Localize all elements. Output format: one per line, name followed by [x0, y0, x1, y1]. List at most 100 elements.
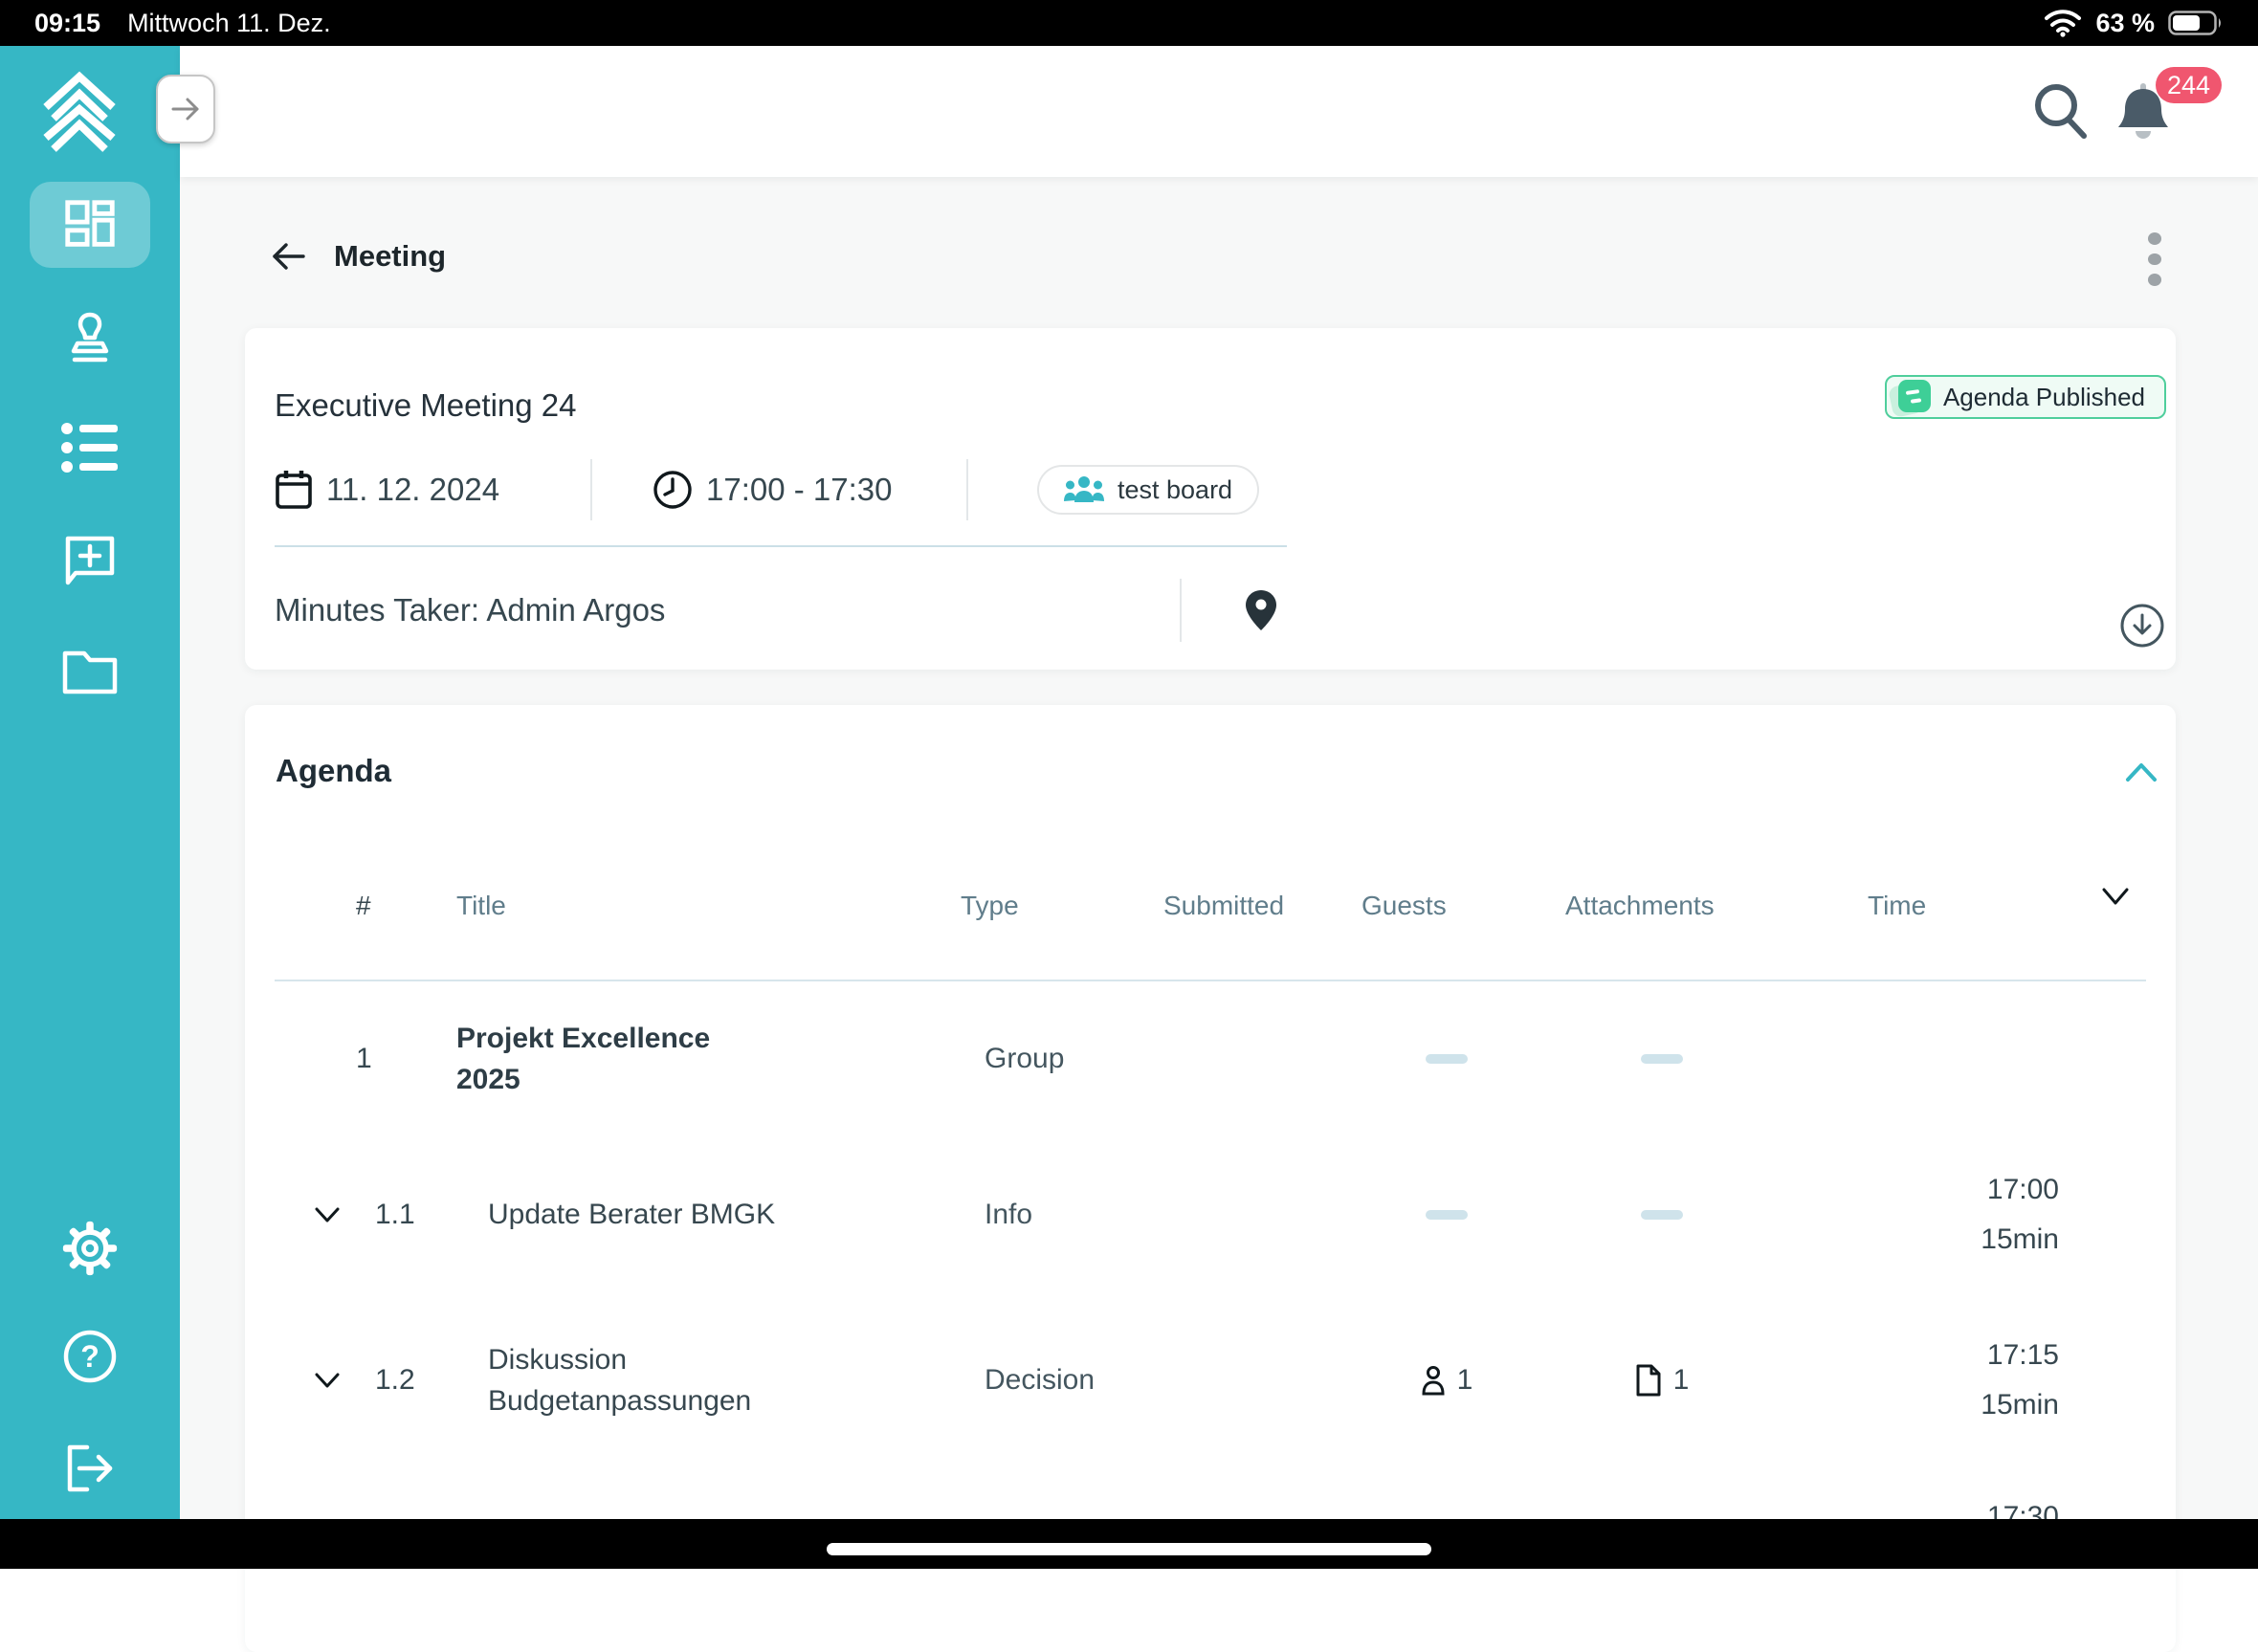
empty-dash — [1641, 1054, 1683, 1064]
agenda-published-badge: Agenda Published — [1884, 375, 2166, 419]
chevron-down-icon — [2102, 888, 2129, 905]
sidebar-item-logout[interactable] — [0, 1425, 180, 1511]
download-button[interactable] — [2119, 603, 2165, 649]
status-bar: 09:15 Mittwoch 11. Dez. 63 % — [0, 0, 2258, 46]
agenda-item-type: Info — [985, 1199, 1033, 1230]
calendar-icon — [276, 471, 312, 509]
guests-cell — [1332, 1210, 1561, 1220]
gear-icon — [62, 1221, 118, 1276]
agenda-item-number: 1.1 — [375, 1199, 415, 1230]
divider — [966, 459, 968, 520]
agenda-published-icon — [1896, 380, 1931, 414]
column-type: Type — [961, 891, 1019, 920]
agenda-section-title: Agenda — [276, 753, 392, 788]
agenda-item-title: Diskussion Budgetanpassungen — [488, 1343, 752, 1418]
board-members-icon — [1064, 476, 1104, 502]
start-time: 17:15 — [1986, 1339, 2059, 1371]
dashboard-icon — [65, 200, 115, 247]
divider — [275, 545, 1287, 547]
meeting-time-range: 17:00 - 17:30 — [706, 472, 893, 507]
attachments-cell — [1561, 1210, 1762, 1220]
clock-icon — [653, 471, 692, 509]
table-row[interactable]: 1 Projekt Excellence 2025 Group — [245, 980, 2152, 1138]
agenda-published-label: Agenda Published — [1942, 382, 2145, 411]
agenda-item-title: Projekt Excellence 2025 — [456, 1022, 711, 1096]
agenda-card: Agenda # Title Type Submitted Guests Att… — [245, 705, 2176, 1652]
agenda-item-number: 1 — [356, 1043, 372, 1074]
stamp-icon — [71, 312, 109, 363]
duration: 15min — [1981, 1389, 2059, 1421]
time-cell: 17:00 15min — [1762, 1167, 2152, 1263]
page-title: Meeting — [334, 239, 447, 273]
file-icon — [1636, 1364, 1661, 1397]
back-arrow-icon[interactable] — [271, 242, 307, 271]
status-date: Mittwoch 11. Dez. — [127, 8, 331, 37]
divider — [275, 980, 2146, 981]
agenda-item-title: Update Berater BMGK — [488, 1199, 776, 1231]
sidebar-item-new-message[interactable] — [0, 516, 180, 602]
chevron-down-icon[interactable] — [314, 1206, 341, 1223]
empty-dash — [1426, 1054, 1468, 1064]
person-icon — [1422, 1366, 1445, 1396]
table-row[interactable]: 1.2 Diskussion Budgetanpassungen Decisio… — [245, 1291, 2152, 1469]
list-icon — [61, 423, 118, 473]
attachments-cell — [1561, 1054, 1762, 1064]
sidebar-item-documents[interactable] — [0, 628, 180, 715]
collapse-section-button[interactable] — [2122, 755, 2160, 789]
search-button[interactable] — [2026, 75, 2095, 147]
search-icon — [2035, 84, 2087, 139]
arrow-right-icon — [171, 98, 199, 121]
board-chip[interactable]: test board — [1037, 465, 1260, 515]
wifi-icon — [2045, 10, 2082, 37]
table-row[interactable]: 1.1 Update Berater BMGK Info 17:00 15min — [245, 1138, 2152, 1291]
sidebar-item-agenda-list[interactable] — [0, 405, 180, 491]
sidebar-expand-button[interactable] — [156, 75, 215, 143]
attachments-count: 1 — [1672, 1364, 1690, 1396]
column-title: Title — [456, 891, 506, 920]
divider — [1180, 579, 1183, 642]
sidebar-item-dashboard[interactable] — [30, 182, 150, 268]
column-guests: Guests — [1361, 891, 1447, 920]
column-num: # — [356, 891, 371, 920]
battery-percent: 63 % — [2095, 8, 2155, 37]
chevron-up-icon — [2126, 763, 2157, 782]
attachments-cell: 1 — [1561, 1364, 1762, 1397]
chat-plus-icon — [65, 536, 115, 585]
sidebar-item-help[interactable]: ? — [0, 1313, 180, 1399]
sort-direction-button[interactable] — [2101, 887, 2134, 910]
more-options-button[interactable] — [2141, 232, 2168, 287]
notifications-button[interactable] — [2109, 78, 2178, 147]
sidebar-item-settings[interactable] — [0, 1205, 180, 1291]
folder-icon — [62, 650, 118, 694]
help-icon: ? — [63, 1330, 117, 1383]
agenda-table-header: # Title Type Submitted Guests Attachment… — [245, 858, 2152, 954]
meeting-date: 11. 12. 2024 — [326, 472, 500, 507]
column-time: Time — [1868, 891, 1927, 920]
battery-icon — [2168, 11, 2221, 35]
home-indicator[interactable] — [827, 1543, 1431, 1555]
logout-icon — [67, 1444, 113, 1492]
agenda-item-number: 1.2 — [375, 1364, 415, 1396]
status-time: 09:15 — [34, 8, 101, 37]
bell-icon — [2118, 83, 2168, 139]
divider — [590, 459, 592, 520]
app-logo — [43, 71, 116, 152]
location-pin-icon[interactable] — [1245, 589, 1277, 631]
minutes-taker: Minutes Taker: Admin Argos — [275, 592, 666, 628]
sidebar-item-stamp[interactable] — [0, 294, 180, 380]
time-cell: 17:15 15min — [1762, 1333, 2152, 1428]
column-attachments: Attachments — [1565, 891, 1715, 920]
board-chip-label: test board — [1118, 474, 1233, 504]
empty-dash — [1641, 1210, 1683, 1220]
notification-count-badge: 244 — [2156, 67, 2223, 103]
duration: 15min — [1981, 1223, 2059, 1255]
svg-text:?: ? — [80, 1339, 100, 1374]
guests-count: 1 — [1456, 1364, 1473, 1396]
chevron-down-icon[interactable] — [314, 1372, 341, 1389]
meeting-details-card: Executive Meeting 24 Agenda Published 11… — [245, 328, 2176, 670]
start-time: 17:00 — [1986, 1174, 2059, 1205]
guests-cell: 1 — [1332, 1364, 1561, 1397]
meeting-title: Executive Meeting 24 — [275, 387, 577, 423]
download-icon — [2120, 604, 2164, 648]
column-submitted: Submitted — [1163, 891, 1285, 920]
